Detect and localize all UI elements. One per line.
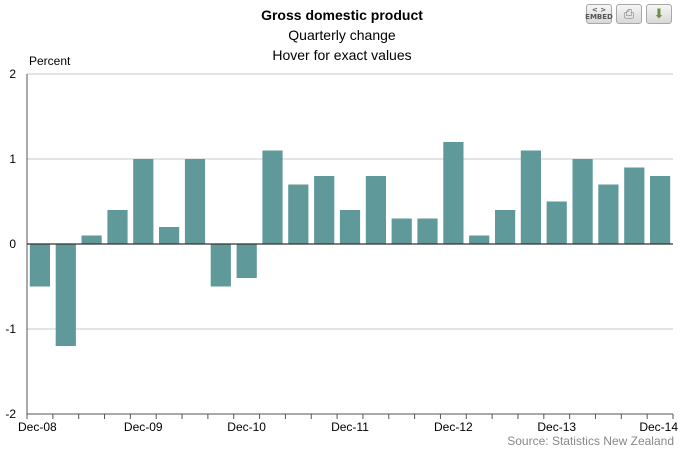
bar-Sep-11[interactable] [314,176,335,244]
bar-Sep-13[interactable] [520,150,541,245]
bar-Dec-10[interactable] [236,244,257,278]
y-axis-unit-label: Percent [29,54,71,68]
bar-Dec-09[interactable] [133,159,154,244]
axes [26,74,674,419]
download-button[interactable]: ⬇ [646,4,672,24]
x-tick-label: Dec-08 [18,420,57,434]
bar-Dec-08[interactable] [29,244,50,287]
bar-Sep-10[interactable] [210,244,231,287]
bar-Jun-09[interactable] [81,235,102,245]
chart-title: Gross domestic product [261,7,423,23]
bar-Jun-10[interactable] [184,159,206,244]
chart-hint: Hover for exact values [272,47,412,63]
bar-Mar-14[interactable] [572,159,593,244]
y-tick-label: 0 [9,237,16,251]
embed-icon: < > EMBED [585,7,613,21]
bars [29,142,671,346]
x-tick-label: Dec-10 [227,420,266,434]
x-tick-label: Dec-14 [639,420,678,434]
x-tick-label: Dec-11 [331,420,369,434]
y-tick-label: -1 [5,322,16,336]
bar-Mar-09[interactable] [55,244,76,346]
chart-titles: Gross domestic product Quarterly change … [0,6,684,65]
source-note: Source: Statistics New Zealand [507,434,674,448]
y-tick-label: 1 [9,152,16,166]
bar-Sep-14[interactable] [624,167,645,245]
bar-Sep-09[interactable] [107,210,128,244]
y-tick-labels: 2 1 0 -1 -2 [5,67,16,421]
embed-button[interactable]: < > EMBED [585,4,613,24]
y-tick-label: 2 [9,67,16,81]
bar-Mar-13[interactable] [469,235,490,245]
x-tick-label: Dec-12 [434,420,473,434]
bar-Sep-12[interactable] [417,218,438,245]
bar-Dec-11[interactable] [339,210,361,244]
bar-Mar-10[interactable] [159,227,180,244]
bar-Dec-13[interactable] [546,201,567,245]
bar-Mar-11[interactable] [262,150,283,245]
bar-Dec-14[interactable] [650,176,671,244]
chart-subtitle: Quarterly change [288,27,396,43]
y-tick-label: -2 [5,407,16,421]
bar-Jun-12[interactable] [391,218,412,245]
chart-toolbar: < > EMBED ⎙ ⬇ [585,4,672,24]
x-tick-labels: Dec-08 Dec-09 Dec-10 Dec-11 Dec-12 Dec-13 Dec-… [18,420,678,434]
print-button[interactable]: ⎙ [616,4,642,24]
embed-icon-brackets: < > [591,6,607,14]
bar-Dec-12[interactable] [443,142,464,244]
bar-Jun-14[interactable] [598,184,619,245]
bar-Jun-11[interactable] [288,184,309,245]
bar-Mar-12[interactable] [365,176,386,244]
x-tick-label: Dec-13 [537,420,576,434]
embed-icon-label: EMBED [585,13,613,21]
download-icon: ⬇ [653,6,665,22]
printer-icon: ⎙ [623,6,635,22]
bar-Jun-13[interactable] [495,210,516,244]
x-tick-label: Dec-09 [124,420,163,434]
